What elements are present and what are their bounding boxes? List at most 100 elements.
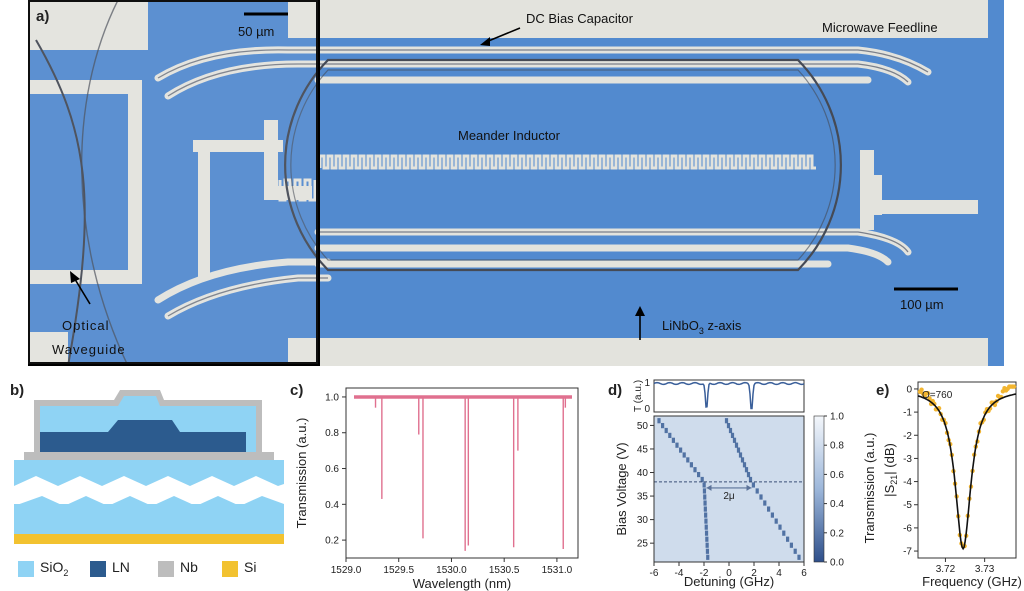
x-tick-label: 1531.0 xyxy=(542,565,573,576)
scalebar-large: 100 µm xyxy=(900,297,944,312)
arrow-head-left xyxy=(706,484,712,491)
colorbar-tick-label: 0.4 xyxy=(830,499,844,510)
zoom-box xyxy=(28,0,320,366)
y-tick-label: -3 xyxy=(903,454,912,465)
mode-a-segment xyxy=(704,512,708,518)
mode-a-segment xyxy=(703,506,707,512)
panel-b-label: b) xyxy=(10,382,25,399)
x-tick-label: 1529.0 xyxy=(331,565,362,576)
s21-chart: 3.72 3.73 0 -1 -2 -3 -4 -5 -6 -7 Q=760 Frequency … xyxy=(882,381,1022,589)
mode-a-segment xyxy=(661,423,665,429)
y-tick-label: 0.4 xyxy=(325,500,339,511)
mode-b-segment xyxy=(728,427,733,434)
panel-a-label: a) xyxy=(36,8,50,25)
label-ln-axis: LiNbO3 z-axis xyxy=(662,318,742,336)
mode-a-segment xyxy=(689,462,693,468)
y-tick-label: 35 xyxy=(637,492,649,503)
y-tick-label: 25 xyxy=(637,539,649,550)
mode-a-segment xyxy=(706,554,710,560)
mode-b-segment xyxy=(759,494,763,500)
mode-b-segment xyxy=(734,442,739,448)
mode-b-segment xyxy=(770,512,774,518)
cross-section xyxy=(14,390,284,544)
y-tick-label: -6 xyxy=(903,523,912,534)
x-tick-label: 3.73 xyxy=(975,564,995,575)
label-meander: Meander Inductor xyxy=(458,128,561,143)
material-legend: SiO2 LN Nb Si xyxy=(12,557,292,579)
mode-a-segment xyxy=(686,457,690,463)
mode-a-segment xyxy=(664,427,668,434)
mode-a-segment xyxy=(668,432,672,439)
panel-c-label: c) xyxy=(290,382,304,399)
mode-a-segment xyxy=(675,442,679,448)
y-tick-label: 30 xyxy=(637,515,649,526)
sio2-swatch xyxy=(18,561,34,577)
mode-b-segment xyxy=(726,423,731,429)
mode-b-segment xyxy=(742,462,747,468)
mode-b-segment xyxy=(730,432,735,439)
mode-a-segment xyxy=(703,500,707,506)
mode-a-segment xyxy=(704,530,709,536)
y-tick-label: 0.8 xyxy=(325,428,339,439)
mode-a-segment xyxy=(679,447,683,453)
mode-a-segment xyxy=(700,476,704,483)
mode-a-segment xyxy=(702,482,706,488)
x-tick-label: 3.72 xyxy=(936,564,956,575)
mode-b-segment xyxy=(786,536,790,542)
y-tick-label: 1.0 xyxy=(325,392,339,403)
heatmap-area xyxy=(654,416,804,562)
mode-a-segment xyxy=(697,471,701,478)
colorbar-label: Transmission (a.u.) xyxy=(862,433,877,544)
trace-tick-1: 1 xyxy=(644,378,650,389)
y-tick-label: -1 xyxy=(903,408,912,419)
colorbar-tick-label: 1.0 xyxy=(830,412,844,423)
mode-b-segment xyxy=(740,457,745,463)
mode-a-segment xyxy=(705,542,709,548)
panel-d-label: d) xyxy=(608,382,623,399)
y-tick-label: 45 xyxy=(637,444,649,455)
lorentzian-fit xyxy=(917,393,1017,551)
micrograph-panel: 50 µm 100 µm DC Bias Capacitor Microwave… xyxy=(28,0,1004,366)
nb-swatch xyxy=(158,561,174,577)
small-meander xyxy=(278,178,317,202)
x-tick-label: -4 xyxy=(675,568,684,579)
y-tick-label: -7 xyxy=(903,547,912,558)
meander-inductor xyxy=(318,154,816,170)
transmission-trace xyxy=(653,381,805,410)
mode-a-segment xyxy=(704,524,708,530)
mode-b-segment xyxy=(782,530,786,536)
mode-b-segment xyxy=(732,437,737,443)
mode-b-segment xyxy=(748,476,753,483)
mode-b-segment xyxy=(736,447,741,453)
data-point xyxy=(925,390,931,396)
mode-b-segment xyxy=(724,418,729,424)
x-tick-label: 4 xyxy=(776,568,782,579)
mode-b-segment xyxy=(744,467,749,473)
mode-b-segment xyxy=(774,518,778,524)
label-feedline: Microwave Feedline xyxy=(822,20,938,35)
mode-b-segment xyxy=(746,471,751,478)
x-axis-label: Frequency (GHz) xyxy=(922,574,1022,589)
colorbar-tick-label: 0.0 xyxy=(830,558,844,569)
q-annotation: Q=760 xyxy=(922,390,953,401)
label-waveguide: Waveguide xyxy=(52,342,126,357)
x-tick-label: 1529.5 xyxy=(383,565,414,576)
label-optical: Optical xyxy=(62,318,109,333)
scalebar-small: 50 µm xyxy=(238,24,274,39)
data-point xyxy=(1011,384,1017,389)
mode-a-segment xyxy=(671,437,675,443)
label-dc-bias: DC Bias Capacitor xyxy=(526,11,634,26)
splitting-annotation: 2μ xyxy=(723,491,735,502)
mode-a-segment xyxy=(705,536,709,542)
mode-b-segment xyxy=(751,482,755,488)
y-tick-label: 0 xyxy=(906,384,912,395)
y-axis-label: Bias Voltage (V) xyxy=(614,442,629,535)
mode-a-segment xyxy=(705,548,710,554)
mode-b-segment xyxy=(793,548,797,554)
mode-a-segment xyxy=(657,418,661,424)
transmission-chart: 1529.0 1529.5 1530.0 1530.5 1531.0 0.2 0.4 0.6 0… xyxy=(294,387,579,591)
trace-tick-0: 0 xyxy=(644,404,650,415)
mode-a-segment xyxy=(702,488,707,494)
mode-b-segment xyxy=(767,506,771,512)
colorbar-tick-label: 0.2 xyxy=(830,528,844,539)
